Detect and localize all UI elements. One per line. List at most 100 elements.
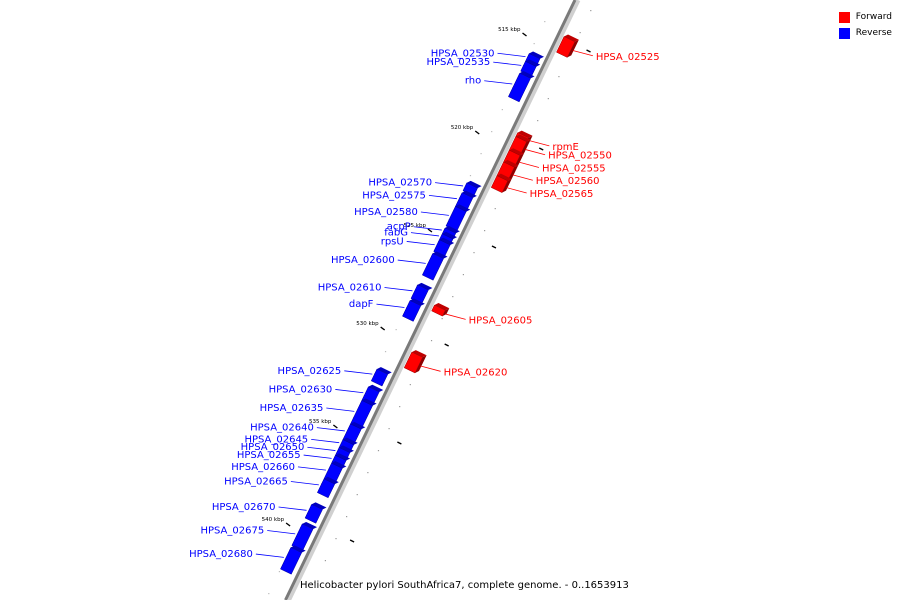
gene-HPSA_02610[interactable]: [410, 284, 429, 305]
guide-dot: [462, 274, 464, 276]
gene-top: [411, 350, 427, 358]
guide-dot: [558, 76, 560, 78]
leader-line: [267, 530, 296, 535]
guide-dot: [278, 571, 280, 573]
guide-dot: [452, 296, 454, 298]
gene-top: [331, 461, 347, 469]
gene-top: [342, 437, 358, 445]
leader-line: [413, 226, 442, 231]
guide-dot: [356, 494, 358, 496]
gene-HPSA_02675[interactable]: [291, 523, 314, 552]
leader-line: [397, 259, 426, 264]
gene-label: HPSA_02625: [278, 366, 342, 377]
scale-tick: [427, 228, 433, 233]
legend-forward-label: Forward: [855, 12, 892, 22]
gene-label: HPSA_02530: [431, 48, 495, 59]
guide-dot: [491, 131, 493, 133]
guide-dot: [484, 230, 486, 232]
guide-dot: [590, 10, 592, 12]
gene-side: [567, 39, 579, 58]
leader-line: [529, 140, 550, 147]
legend-reverse-label: Reverse: [855, 28, 892, 38]
gene-top: [311, 502, 327, 510]
gene-label: HPSA_02560: [536, 176, 600, 187]
leader-line: [435, 182, 464, 187]
gene-HPSA_02620[interactable]: [403, 351, 423, 374]
leader-line: [326, 407, 355, 412]
guide-dot: [480, 153, 482, 155]
gene-side: [514, 153, 524, 168]
gene-dapF[interactable]: [402, 300, 422, 322]
gene-label: HPSA_02605: [469, 315, 533, 326]
gene-label: HPSA_02570: [368, 178, 432, 189]
gene-label: HPSA_02535: [426, 57, 490, 68]
guide-dot: [441, 318, 443, 320]
scale-tick-label: 540 kbp: [262, 517, 285, 523]
scale-tick-minor: [586, 49, 591, 53]
gene-label: HPSA_02610: [318, 283, 382, 294]
guide-dot: [314, 582, 316, 584]
gene-label: rho: [465, 76, 481, 87]
gene-top: [432, 251, 448, 259]
gene-HPSA_02665[interactable]: [317, 478, 336, 499]
gene-label: HPSA_02635: [260, 403, 324, 414]
gene-top: [410, 298, 425, 306]
gene-top: [335, 453, 351, 461]
gene-rho[interactable]: [508, 72, 531, 103]
gene-top: [350, 421, 366, 430]
gene-label: HPSA_02670: [212, 502, 276, 513]
leader-line: [484, 80, 513, 85]
gene-top: [434, 303, 450, 311]
leader-line: [410, 232, 440, 237]
guide-dot: [473, 252, 475, 254]
gene-side: [415, 355, 427, 373]
guide-dot: [346, 516, 348, 518]
gene-HPSA_02580[interactable]: [445, 206, 467, 232]
gene-label: HPSA_02525: [596, 52, 660, 63]
gene-label: HPSA_02665: [224, 477, 288, 488]
leader-line: [445, 313, 466, 320]
scale-tick-label: 515 kbp: [498, 27, 521, 33]
leader-line: [384, 287, 413, 292]
guide-dot: [268, 593, 270, 595]
gene-top: [496, 173, 512, 181]
gene-top: [323, 476, 339, 485]
legend-reverse: Reverse: [838, 25, 892, 41]
leader-line: [518, 161, 540, 168]
leader-line: [297, 466, 326, 471]
scale-tick-label: 520 kbp: [451, 125, 474, 131]
gene-top: [455, 204, 471, 212]
leader-line: [335, 389, 364, 394]
forward-swatch: [838, 11, 850, 23]
gene-HPSA_02625[interactable]: [370, 368, 389, 387]
leader-line: [420, 365, 441, 372]
gene-top: [439, 237, 455, 245]
guide-dot: [384, 351, 387, 353]
guide-dot: [367, 472, 369, 474]
scale-tick-minor: [444, 343, 449, 347]
gene-label: HPSA_02640: [250, 423, 314, 434]
gene-label: acpP: [387, 222, 411, 233]
gene-HPSA_02670[interactable]: [304, 504, 323, 524]
gene-side: [507, 165, 519, 181]
scale-tick: [380, 326, 386, 331]
gene-label: HPSA_02655: [237, 450, 301, 461]
gene-label: rpmE: [552, 142, 579, 153]
gene-HPSA_02570[interactable]: [462, 182, 478, 197]
gene-top: [462, 190, 477, 198]
leader-line: [572, 50, 593, 57]
gene-HPSA_02680[interactable]: [280, 547, 303, 575]
legend-forward: Forward: [838, 9, 892, 25]
gene-top: [442, 231, 457, 240]
gene-label: fabG: [384, 228, 408, 239]
gene-top: [503, 159, 519, 168]
gene-HPSA_02600[interactable]: [421, 253, 444, 281]
leader-line: [290, 481, 319, 486]
gene-HPSA_02605[interactable]: [431, 304, 446, 317]
gene-HPSA_02565[interactable]: [490, 175, 509, 193]
scale-tick-minor: [397, 441, 402, 445]
genome-backbone: [284, 0, 577, 600]
gene-top: [509, 148, 524, 156]
gene-HPSA_02525[interactable]: [556, 36, 576, 58]
